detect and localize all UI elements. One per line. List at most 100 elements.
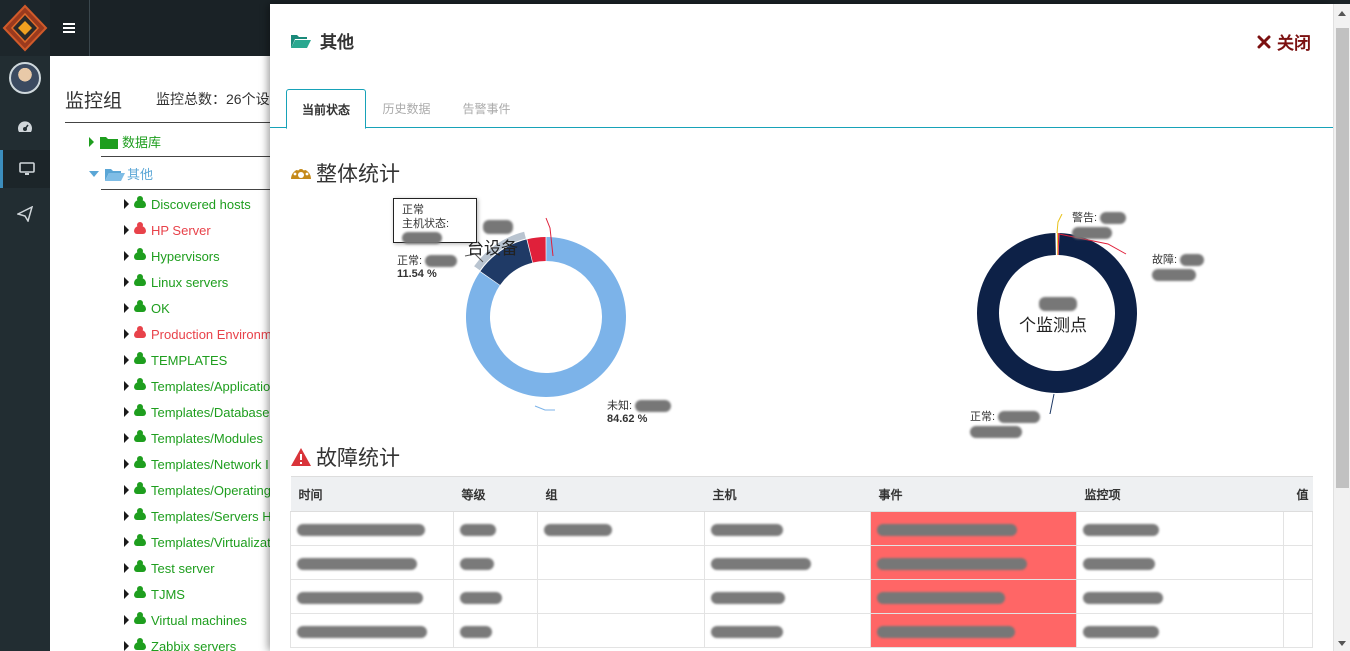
list-item[interactable]: Production Environm <box>124 324 270 344</box>
section-title-text: 整体统计 <box>316 163 400 186</box>
table-cell <box>1076 613 1284 648</box>
column-header-host[interactable]: 主机 <box>704 476 871 512</box>
close-button[interactable]: 关闭 <box>1257 29 1311 54</box>
tab-current-status[interactable]: 当前状态 <box>286 89 366 129</box>
host-group-label: OK <box>151 300 170 316</box>
folder-open-icon <box>291 34 311 48</box>
expand-icon[interactable] <box>124 485 129 495</box>
scroll-up-icon[interactable] <box>1338 11 1346 16</box>
expand-icon[interactable] <box>124 459 129 469</box>
expand-icon[interactable] <box>124 407 129 417</box>
cloud-icon <box>134 430 146 442</box>
list-item[interactable]: Templates/Applicatio <box>124 376 270 396</box>
column-header-level[interactable]: 等级 <box>453 476 538 512</box>
expand-icon[interactable] <box>124 277 129 287</box>
folder-open-icon <box>105 168 125 181</box>
monitor-center-label: 个监测点 <box>1019 297 1087 336</box>
host-group-label: Templates/Operating <box>151 482 270 498</box>
list-item[interactable]: TEMPLATES <box>124 350 227 370</box>
user-avatar[interactable] <box>9 62 41 94</box>
menu-toggle-button[interactable] <box>50 0 90 56</box>
expand-icon[interactable] <box>124 641 129 651</box>
expand-icon[interactable] <box>89 136 94 147</box>
monitor-icon[interactable] <box>0 150 50 188</box>
table-row[interactable] <box>290 545 1313 580</box>
pie-slice-warning[interactable] <box>1057 233 1058 256</box>
pie-slice-2[interactable] <box>527 237 546 263</box>
table-cell <box>870 545 1077 580</box>
fault-stats-heading: 故障统计 <box>290 442 400 472</box>
cloud-icon <box>134 404 146 416</box>
table-cell <box>870 511 1077 546</box>
table-row[interactable] <box>290 579 1313 614</box>
table-cell <box>290 545 454 580</box>
scrollbar[interactable] <box>1333 4 1350 651</box>
column-header-item[interactable]: 监控项 <box>1076 476 1284 512</box>
pie-slice-0[interactable] <box>466 237 626 398</box>
list-item[interactable]: OK <box>124 298 170 318</box>
tab-history[interactable]: 历史数据 <box>382 102 431 116</box>
host-group-label: Production Environm <box>151 326 270 342</box>
list-item[interactable]: TJMS <box>124 584 185 604</box>
table-cell <box>537 511 705 546</box>
table-cell <box>870 613 1077 648</box>
tree-folder-database[interactable]: 数据库 <box>89 132 161 151</box>
dashboard-icon <box>291 167 311 179</box>
column-header-time[interactable]: 时间 <box>290 476 454 512</box>
device-center-label: 台设备 <box>467 220 518 259</box>
list-item[interactable]: Templates/Operating <box>124 480 270 500</box>
list-item[interactable]: Zabbix servers <box>124 636 236 651</box>
app-logo[interactable] <box>0 0 50 56</box>
column-header-group[interactable]: 组 <box>537 476 705 512</box>
scroll-thumb[interactable] <box>1336 28 1349 488</box>
column-header-event[interactable]: 事件 <box>870 476 1077 512</box>
list-item[interactable]: Discovered hosts <box>124 194 251 214</box>
list-item[interactable]: Templates/Modules <box>124 428 263 448</box>
expand-icon[interactable] <box>124 615 129 625</box>
pie-slice-1[interactable] <box>480 239 533 285</box>
expand-icon[interactable] <box>124 199 129 209</box>
modal-title: 其他 <box>290 28 354 53</box>
list-item[interactable]: Test server <box>124 558 215 578</box>
expand-icon[interactable] <box>124 329 129 339</box>
expand-icon[interactable] <box>124 251 129 261</box>
expand-icon[interactable] <box>124 225 129 235</box>
host-group-label: Linux servers <box>151 274 229 290</box>
list-item[interactable]: Templates/Database <box>124 402 270 422</box>
expand-icon[interactable] <box>124 433 129 443</box>
monitor-total: 监控总数：26个设 <box>156 91 270 107</box>
expand-icon[interactable] <box>124 563 129 573</box>
tree-folder-other[interactable]: 其他 <box>89 164 153 183</box>
collapse-icon[interactable] <box>89 170 99 177</box>
table-row[interactable] <box>290 511 1313 546</box>
divider <box>65 122 270 123</box>
folder-closed-icon <box>100 136 118 149</box>
scroll-down-icon[interactable] <box>1338 641 1346 646</box>
list-item[interactable]: Templates/Network I <box>124 454 269 474</box>
list-item[interactable]: Templates/Virtualizat <box>124 532 270 552</box>
leader-line <box>464 253 484 263</box>
expand-icon[interactable] <box>124 511 129 521</box>
expand-icon[interactable] <box>124 589 129 599</box>
send-icon[interactable] <box>0 195 50 233</box>
expand-icon[interactable] <box>124 381 129 391</box>
expand-icon[interactable] <box>124 537 129 547</box>
expand-icon[interactable] <box>124 355 129 365</box>
list-item[interactable]: Virtual machines <box>124 610 247 630</box>
dashboard-icon[interactable] <box>0 108 50 146</box>
cloud-icon <box>134 248 146 260</box>
group-detail-modal: 其他 关闭 当前状态 历史数据 告警事件 整体统计 台设备 正常 主机状态: 正… <box>270 4 1333 651</box>
list-item[interactable]: Templates/Servers H <box>124 506 270 526</box>
section-title-text: 故障统计 <box>316 447 400 470</box>
list-item[interactable]: Hypervisors <box>124 246 220 266</box>
list-item[interactable]: HP Server <box>124 220 211 240</box>
expand-icon[interactable] <box>124 303 129 313</box>
table-cell <box>704 545 871 580</box>
pie-slice-fault[interactable] <box>1057 233 1060 256</box>
tab-alerts[interactable]: 告警事件 <box>462 102 511 116</box>
table-row[interactable] <box>290 613 1313 648</box>
cloud-icon <box>134 638 146 650</box>
list-item[interactable]: Linux servers <box>124 272 228 292</box>
table-cell <box>1283 613 1313 648</box>
column-header-value[interactable]: 值 <box>1283 476 1313 512</box>
